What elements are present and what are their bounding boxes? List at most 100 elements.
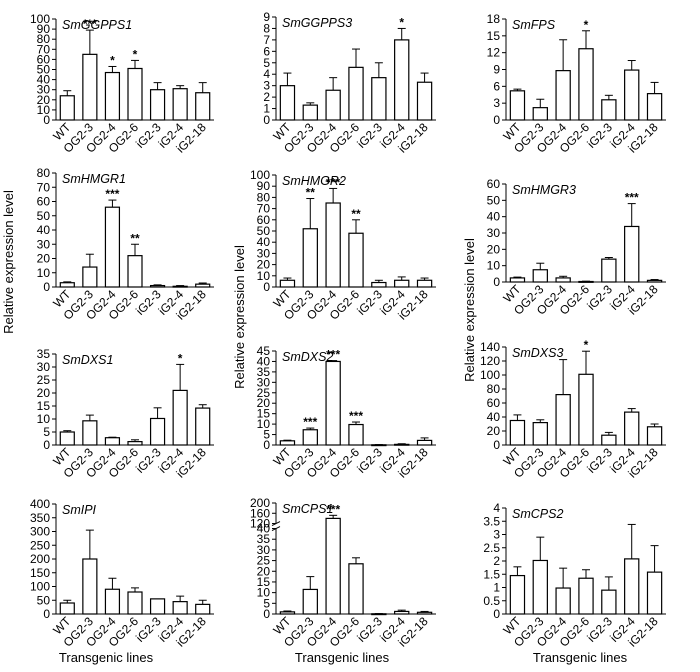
y-tick-label: 50 [37,209,51,223]
bar [555,277,571,283]
y-tick-label: 0 [43,438,50,452]
chart-panel: 0102030405060WTOG2-3OG2-4OG2-6iG2-3***iG… [487,177,666,318]
y-tick-label: 7 [263,33,270,47]
bar [416,81,433,121]
y-tick-label: 0 [263,280,270,294]
y-tick-label: 100 [30,580,50,594]
bar [195,92,211,121]
bar [127,67,143,121]
bar [532,269,548,283]
y-tick-label: 30 [257,375,271,389]
x-tick-label: iG2-3 [354,287,385,318]
y-tick-label: 2.5 [483,541,500,555]
bar [578,48,594,121]
significance-label: ** [306,186,316,200]
bar [578,373,594,446]
bar [394,279,410,288]
bar [624,411,640,446]
significance-label: *** [105,187,119,201]
y-tick-label: 60 [257,213,271,227]
y-tick-label: 0 [263,607,270,621]
x-tick-label: iG2-3 [133,120,164,151]
y-tick-label: 25 [257,386,271,400]
y-tick-label: 4 [263,67,270,81]
chart-panel: 0369121518WTOG2-3OG2-4*OG2-6iG2-3iG2-4iG… [487,12,666,156]
bar [646,279,663,283]
y-tick-label: 20 [37,252,51,266]
y-tick-label: 3 [493,528,500,542]
bar [149,284,166,288]
chart-panel: 0510152025303540120160200WTOG2-3***OG2-4… [250,496,436,650]
significance-label: * [399,15,404,29]
bar [127,591,143,615]
y-tick-label: 6 [263,44,270,58]
y-tick-label: 40 [487,410,501,424]
chart-panel: 00.511.522.533.54WTOG2-3OG2-4OG2-6iG2-3i… [483,501,666,650]
y-tick-label: 15 [37,399,51,413]
bar [578,577,594,615]
y-tick-label: 120 [480,354,500,368]
y-tick-label: 9 [493,63,500,77]
y-tick-label: 200 [30,552,50,566]
y-tick-label: 90 [257,179,271,193]
bar [371,77,387,121]
bar [325,89,341,121]
bar [279,611,296,615]
x-tick-label: iG2-3 [354,120,385,151]
y-tick-label: 35 [257,532,271,546]
bar [394,610,410,615]
y-tick-label: 5 [263,56,270,70]
y-tick-label: 25 [37,373,51,387]
significance-label: *** [349,409,363,423]
y-tick-label: 40 [257,235,271,249]
bar [127,441,143,446]
y-tick-label: 45 [257,344,271,358]
x-tick-label: iG2-3 [133,614,164,645]
bar [172,389,188,446]
y-tick-label: 50 [37,63,51,77]
x-tick-label: iG2-3 [584,614,615,645]
y-tick-label: 40 [257,522,271,536]
y-tick-label: 30 [257,246,271,260]
y-tick-label: 2 [263,90,270,104]
x-tick-label: iG2-3 [584,445,615,476]
x-tick-label: iG2-3 [584,120,615,151]
y-tick-label: 5 [43,425,50,439]
bar [302,429,318,446]
y-tick-label: 10 [487,259,501,273]
bar [348,66,364,121]
chart-title: SmDXS1 [62,353,113,367]
chart-title: SmDXS3 [512,346,563,360]
significance-label: ** [351,207,361,221]
y-tick-label: 70 [37,180,51,194]
bar [104,437,121,446]
bar [601,258,617,283]
y-tick-label: 80 [37,166,51,180]
y-tick-label: 140 [480,340,500,354]
y-tick-label: 20 [257,396,271,410]
bar [82,266,98,288]
y-tick-label: 0 [493,607,500,621]
bar [302,104,318,121]
bar [601,589,617,615]
x-tick-label: iG2-3 [354,445,385,476]
chart-panel: 0102030405060708090100WT**OG2-3***OG2-4*… [250,168,436,323]
y-axis-label: Relative expression level [1,190,16,334]
y-tick-label: 80 [487,382,501,396]
y-tick-label: 30 [487,226,501,240]
chart-panel: 051015202530354045WT***OG2-3***OG2-4***O… [257,344,436,481]
y-tick-label: 1 [263,102,270,116]
chart-title: SmGGPPS1 [62,18,132,32]
bar [302,228,318,288]
y-tick-label: 15 [257,575,271,589]
bar [371,281,387,288]
bar [279,85,296,121]
bar [532,559,548,615]
y-tick-label: 400 [30,497,50,511]
y-tick-label: 6 [493,79,500,93]
chart-title: SmDXS2 [282,350,333,364]
chart-panel: 01020304050607080WTOG2-3***OG2-4**OG2-6i… [37,166,214,323]
y-tick-label: 60 [487,177,501,191]
bar [601,434,617,446]
y-tick-label: 60 [487,396,501,410]
